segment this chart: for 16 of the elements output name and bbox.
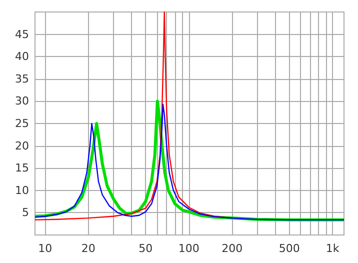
y-tick-label: 40	[15, 50, 29, 64]
x-tick-label: 200	[222, 242, 243, 255]
y-tick-label: 10	[15, 184, 29, 197]
x-tick-label: 1k	[326, 242, 340, 255]
y-tick-label: 20	[15, 139, 29, 152]
x-tick-label: 20	[81, 242, 96, 255]
y-tick-label: 25	[15, 117, 29, 130]
y-tick-label: 15	[15, 162, 29, 175]
y-tick-label: 30	[15, 94, 29, 108]
y-tick-label: 45	[15, 28, 29, 41]
x-tick-label: 100	[178, 242, 200, 255]
x-tick-label: 50	[138, 242, 153, 255]
y-tick-label: 35	[15, 72, 29, 86]
x-tick-label: 10	[38, 242, 52, 255]
y-tick-label: 5	[22, 206, 29, 220]
x-tick-label: 500	[278, 242, 300, 255]
